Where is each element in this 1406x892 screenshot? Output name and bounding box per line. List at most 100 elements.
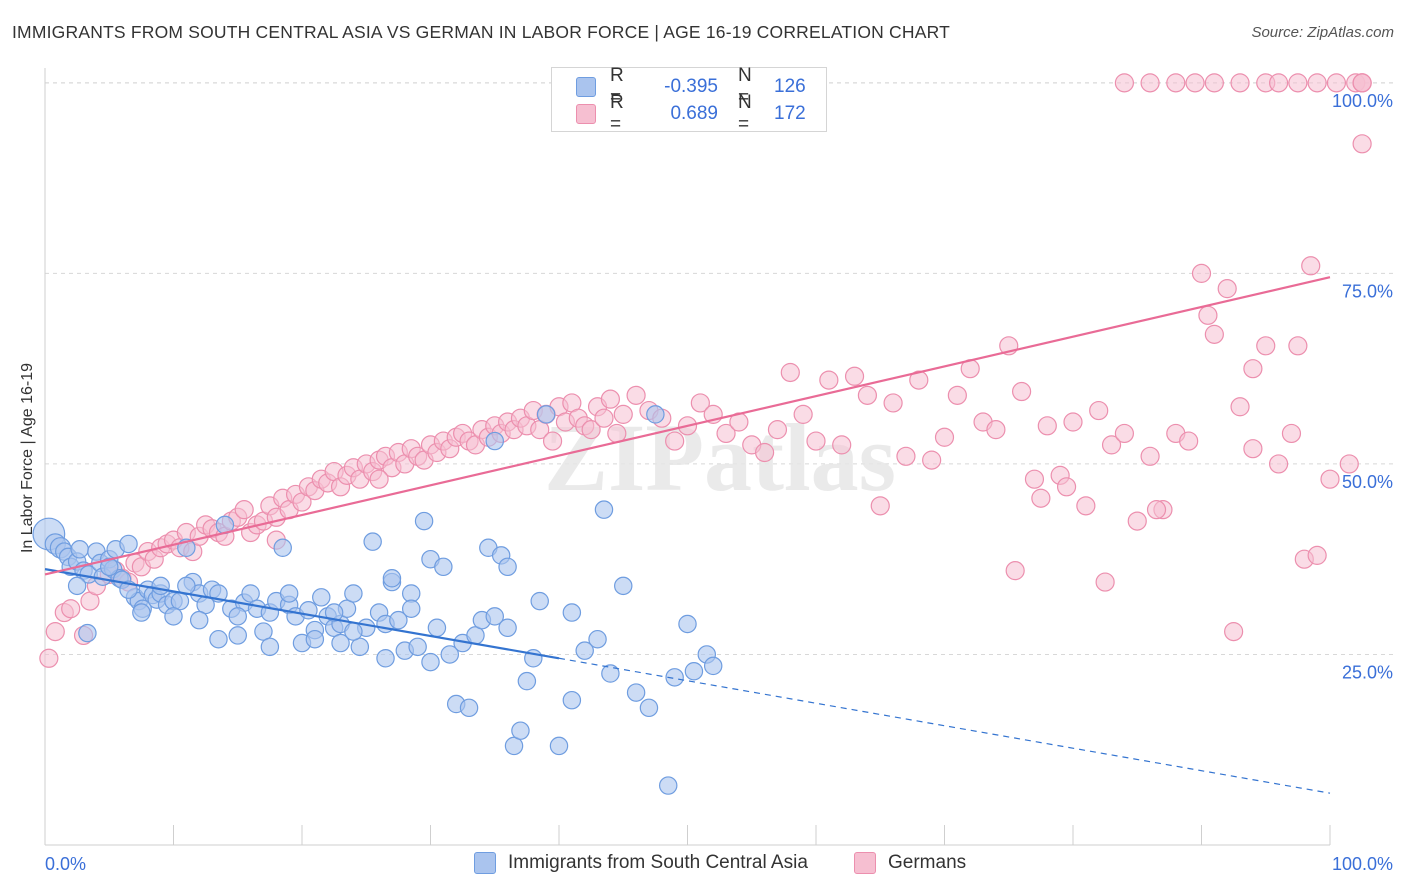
data-point-germans — [780, 362, 800, 383]
data-point-immigrants — [312, 588, 331, 607]
data-point-germans — [754, 442, 775, 463]
data-point-germans — [1005, 561, 1025, 581]
data-point-germans — [1288, 336, 1308, 356]
data-point-germans — [1114, 73, 1135, 93]
y-tick-label: 50.0% — [1342, 472, 1393, 492]
trend-line-immigrants — [44, 568, 560, 660]
data-point-germans — [883, 393, 903, 413]
data-point-germans — [542, 431, 563, 451]
data-point-immigrants — [119, 534, 138, 554]
data-point-germans — [922, 450, 942, 470]
data-point-germans — [1352, 134, 1372, 154]
data-point-germans — [1339, 454, 1359, 474]
data-point-germans — [1146, 500, 1167, 520]
data-point-germans — [716, 423, 736, 444]
data-point-germans — [1217, 279, 1237, 299]
legend-n-value: 172 — [774, 103, 806, 124]
legend-r-value: 0.689 — [670, 103, 718, 124]
data-point-germans — [1224, 622, 1244, 642]
legend-n-value: 126 — [774, 76, 806, 97]
data-point-immigrants — [273, 538, 292, 558]
data-point-immigrants — [376, 649, 395, 668]
data-point-immigrants — [389, 610, 408, 630]
trend-line-germans — [44, 276, 1331, 576]
data-point-immigrants — [498, 557, 517, 577]
legend-n-label: N = — [738, 92, 752, 135]
data-point-germans — [793, 404, 813, 424]
data-point-germans — [832, 435, 852, 455]
data-point-germans — [1243, 439, 1263, 459]
legend-swatch-blue — [474, 852, 496, 874]
data-point-immigrants — [189, 610, 209, 630]
data-point-immigrants — [434, 557, 453, 577]
stats-legend: R = -0.395 N = 126 R = 0.689 N = 172 — [551, 65, 827, 135]
data-point-germans — [1307, 73, 1327, 93]
data-point-immigrants — [331, 633, 350, 653]
trend-lines — [44, 276, 1331, 794]
data-point-germans — [1114, 423, 1135, 444]
data-point-germans — [1230, 73, 1250, 93]
data-point-immigrants — [665, 668, 684, 687]
series-immigrants-south-central-asia — [32, 405, 723, 795]
data-point-immigrants — [530, 591, 549, 611]
data-point-germans — [1024, 469, 1045, 489]
data-point-germans — [986, 420, 1006, 440]
legend-n-label: N = — [738, 65, 752, 108]
y-axis-label: In Labor Force | Age 16-19 — [19, 362, 36, 554]
data-point-immigrants — [228, 626, 247, 645]
data-point-germans — [613, 404, 633, 424]
data-point-germans — [1056, 477, 1077, 497]
data-point-germans — [947, 385, 967, 405]
data-point-immigrants — [408, 637, 427, 657]
data-point-germans — [896, 446, 916, 466]
legend-swatch-pink — [854, 852, 876, 874]
data-point-immigrants — [401, 599, 421, 618]
legend-r-label: R = — [610, 92, 624, 135]
data-point-germans — [1301, 256, 1321, 276]
data-point-immigrants — [575, 641, 594, 660]
data-point-germans — [1230, 397, 1250, 417]
x-tick-label: 0.0% — [45, 854, 86, 874]
data-point-immigrants — [421, 652, 440, 672]
data-point-immigrants — [100, 557, 119, 577]
data-point-germans — [844, 366, 865, 386]
data-point-germans — [1281, 423, 1302, 444]
series-germans — [39, 73, 1372, 668]
y-tick-label: 25.0% — [1342, 662, 1393, 682]
data-point-immigrants — [614, 576, 633, 596]
data-point-germans — [1095, 572, 1115, 592]
data-point-germans — [1011, 381, 1032, 402]
data-point-germans — [1204, 324, 1224, 344]
data-point-germans — [1101, 435, 1122, 455]
data-point-germans — [1243, 359, 1263, 379]
legend-item-germans: Germans — [854, 852, 966, 874]
data-point-immigrants — [588, 629, 607, 649]
data-point-germans — [1031, 488, 1051, 508]
data-point-immigrants — [658, 776, 678, 795]
data-point-immigrants — [209, 629, 228, 649]
data-point-immigrants — [279, 584, 299, 603]
data-point-immigrants — [626, 683, 646, 702]
data-point-germans — [690, 393, 710, 413]
data-point-germans — [857, 385, 878, 405]
data-point-immigrants — [485, 431, 504, 451]
data-point-immigrants — [678, 614, 697, 634]
data-point-germans — [1352, 73, 1372, 93]
data-point-germans — [61, 599, 81, 619]
data-point-germans — [1191, 263, 1212, 283]
legend-swatch-blue — [576, 77, 596, 97]
data-point-immigrants — [562, 690, 582, 710]
data-point-immigrants — [260, 637, 280, 657]
data-point-germans — [1089, 400, 1109, 421]
legend-item-immigrants: Immigrants from South Central Asia — [474, 852, 808, 874]
data-point-germans — [1320, 469, 1340, 489]
data-point-germans — [767, 420, 788, 440]
data-point-germans — [934, 427, 955, 447]
data-point-germans — [1140, 73, 1160, 93]
data-point-immigrants — [440, 645, 460, 664]
data-point-immigrants — [646, 405, 665, 424]
data-point-germans — [1076, 496, 1096, 516]
data-point-immigrants — [511, 721, 530, 740]
data-point-germans — [806, 431, 826, 451]
